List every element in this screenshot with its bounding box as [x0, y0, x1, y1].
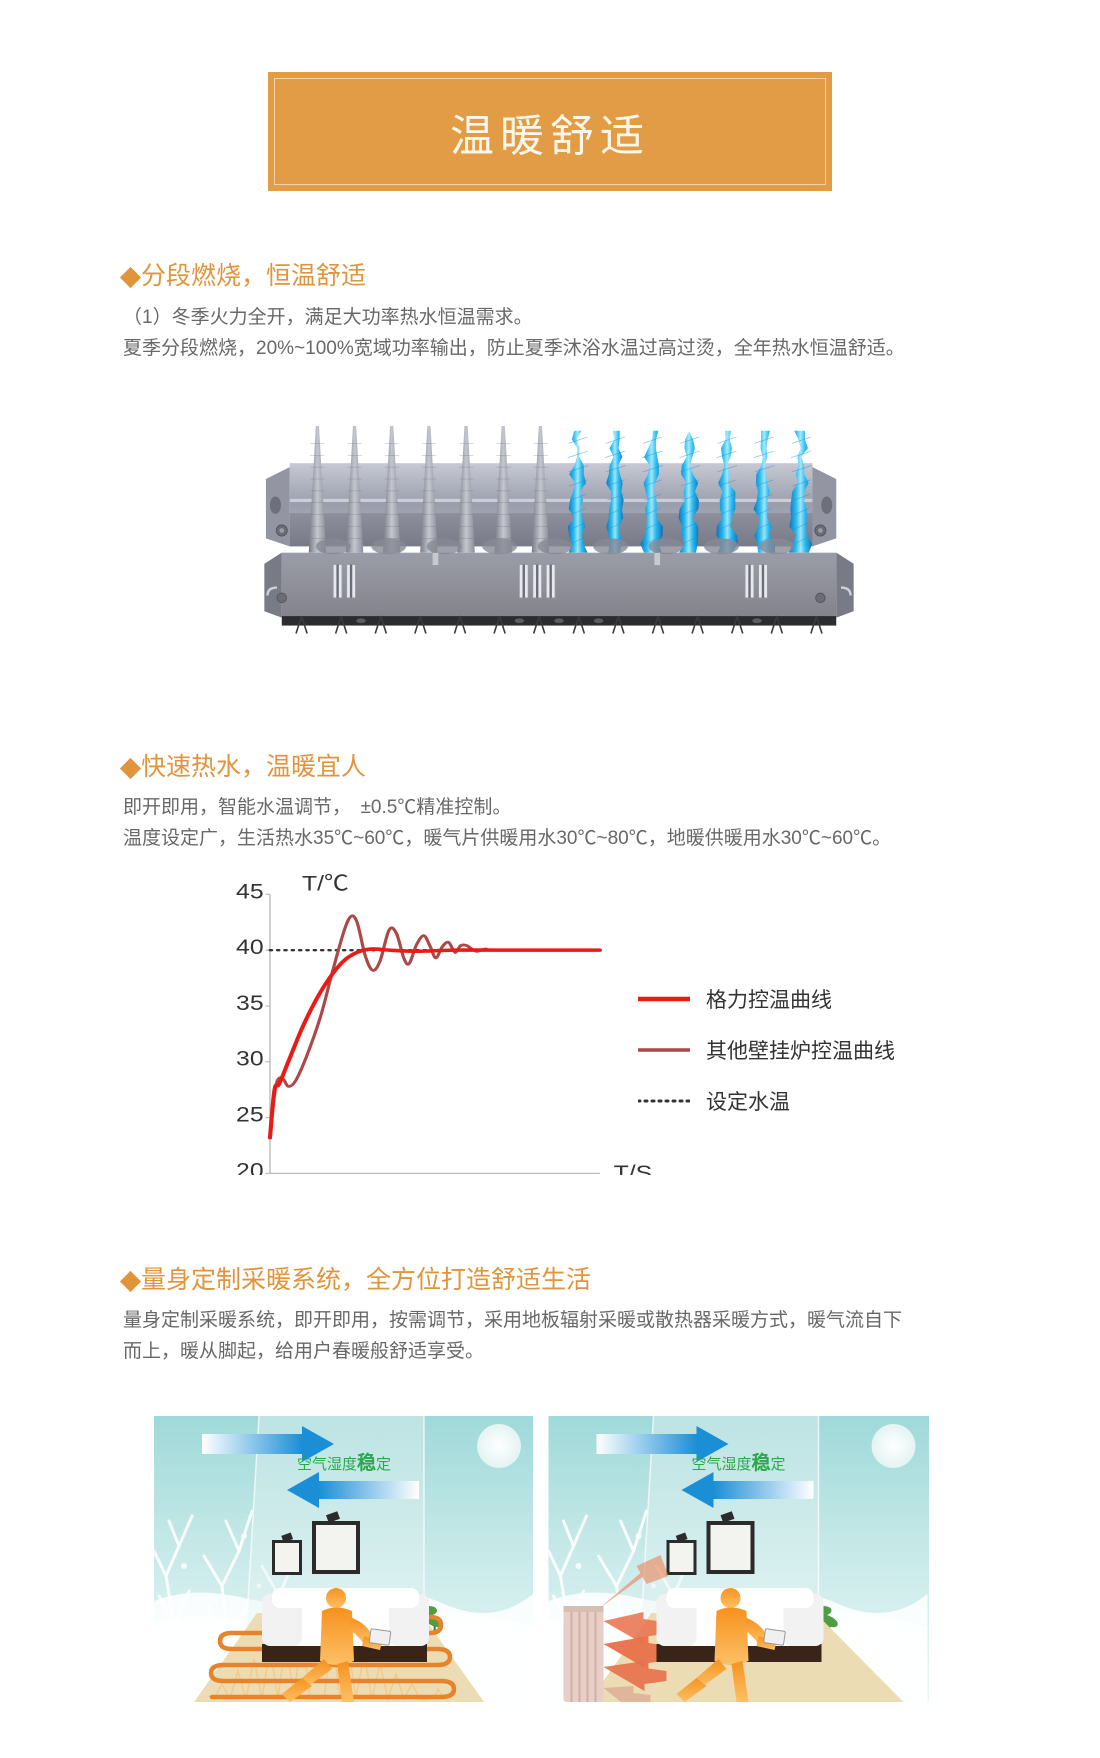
svg-text:T/S: T/S — [614, 1160, 652, 1175]
svg-text:20: 20 — [236, 1158, 264, 1175]
svg-text:40: 40 — [236, 935, 264, 959]
svg-text:25: 25 — [236, 1102, 264, 1126]
svg-text:45: 45 — [236, 879, 264, 903]
svg-text:T/℃: T/℃ — [302, 872, 349, 895]
svg-text:30: 30 — [236, 1046, 264, 1070]
svg-text:35: 35 — [236, 990, 264, 1014]
